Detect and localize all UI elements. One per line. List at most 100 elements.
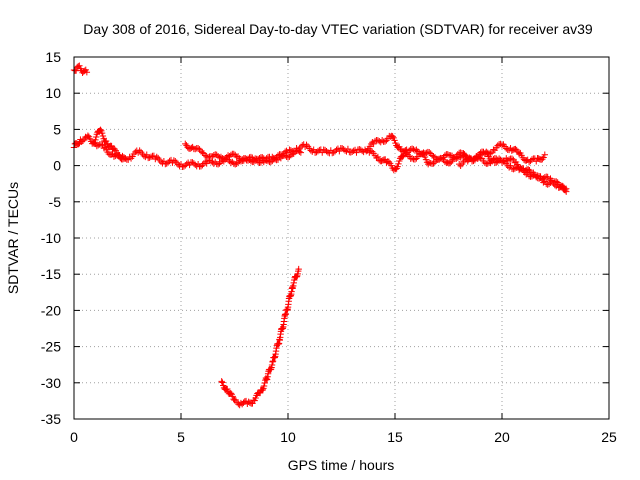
data-point — [259, 386, 266, 394]
data-point — [233, 153, 240, 161]
data-point — [395, 160, 402, 168]
data-point — [261, 379, 268, 387]
data-point — [451, 154, 459, 161]
y-tick-label: -10 — [41, 230, 61, 246]
data-point — [468, 156, 476, 163]
data-point — [172, 157, 179, 165]
y-tick-label: -15 — [41, 266, 61, 282]
data-point — [438, 155, 446, 162]
data-point — [500, 157, 507, 164]
data-point — [497, 156, 504, 164]
data-point — [227, 159, 235, 167]
data-point — [370, 140, 377, 148]
data-point — [116, 151, 123, 159]
data-point — [97, 141, 105, 148]
data-point — [111, 145, 118, 153]
data-point — [511, 165, 519, 172]
data-point — [274, 156, 282, 163]
data-layer — [70, 62, 570, 409]
data-point — [219, 379, 226, 386]
data-point — [182, 140, 189, 148]
data-point — [307, 147, 315, 154]
data-point — [143, 151, 150, 158]
data-point — [426, 149, 433, 156]
y-tick-label: 0 — [53, 158, 61, 174]
data-point — [194, 145, 202, 152]
data-point — [524, 169, 531, 177]
data-point — [460, 150, 467, 157]
data-point — [467, 155, 474, 162]
data-point — [553, 178, 560, 185]
data-point — [541, 151, 548, 158]
data-point — [153, 153, 160, 161]
data-point — [180, 163, 188, 170]
x-axis-title: GPS time / hours — [288, 457, 395, 473]
data-point — [260, 382, 268, 390]
data-point — [222, 155, 229, 162]
grid-layer — [74, 57, 609, 419]
series-satellite-arc-1 — [70, 62, 91, 76]
y-tick-label: 5 — [53, 121, 61, 137]
data-point — [391, 137, 398, 144]
data-point — [333, 146, 340, 153]
chart-title: Day 308 of 2016, Sidereal Day-to-day VTE… — [83, 21, 593, 37]
data-point — [433, 156, 440, 163]
data-point — [303, 141, 310, 149]
data-point — [157, 158, 165, 166]
data-point — [561, 186, 569, 194]
data-point — [489, 158, 496, 165]
data-point — [421, 153, 429, 161]
x-tick-label: 20 — [494, 429, 510, 445]
data-point — [287, 147, 295, 154]
data-point — [281, 148, 289, 155]
data-point — [341, 147, 349, 154]
data-point — [441, 158, 449, 165]
series-satellite-arc-5 — [366, 147, 570, 195]
data-point — [381, 138, 389, 145]
data-point — [247, 153, 255, 161]
y-tick-label: -5 — [49, 194, 62, 210]
x-tick-label: 10 — [280, 429, 296, 445]
data-point — [216, 160, 223, 167]
data-point — [115, 151, 122, 158]
data-point — [507, 162, 514, 169]
x-tick-label: 25 — [601, 429, 617, 445]
data-point — [199, 149, 206, 156]
data-point — [430, 160, 437, 167]
data-point — [140, 152, 148, 160]
data-point — [286, 153, 293, 160]
data-point — [430, 152, 437, 160]
data-point — [147, 153, 155, 160]
data-point — [202, 158, 209, 166]
y-tick-label: -25 — [41, 339, 61, 355]
data-point — [102, 137, 110, 145]
data-point — [150, 152, 158, 160]
data-point — [125, 156, 132, 163]
data-point — [411, 147, 419, 154]
data-point — [224, 385, 231, 393]
data-point — [444, 151, 451, 158]
data-point — [190, 160, 198, 167]
y-tick-label: 10 — [45, 85, 61, 101]
data-point — [218, 378, 225, 385]
data-point — [353, 149, 360, 156]
x-tick-label: 5 — [177, 429, 185, 445]
data-point — [213, 151, 220, 159]
data-point — [254, 158, 262, 166]
data-point — [514, 163, 521, 171]
data-point — [523, 171, 530, 178]
data-point — [510, 165, 517, 173]
data-point — [98, 129, 106, 137]
data-point — [498, 142, 506, 149]
data-point — [461, 156, 469, 164]
data-point — [400, 152, 407, 159]
series-satellite-arc-7 — [218, 265, 302, 409]
data-point — [132, 148, 139, 156]
data-point — [216, 154, 223, 161]
data-point — [291, 148, 299, 155]
data-point — [262, 374, 270, 382]
data-point — [508, 155, 516, 162]
y-axis-title: SDTVAR / TECUs — [5, 182, 21, 294]
data-point — [411, 156, 419, 163]
